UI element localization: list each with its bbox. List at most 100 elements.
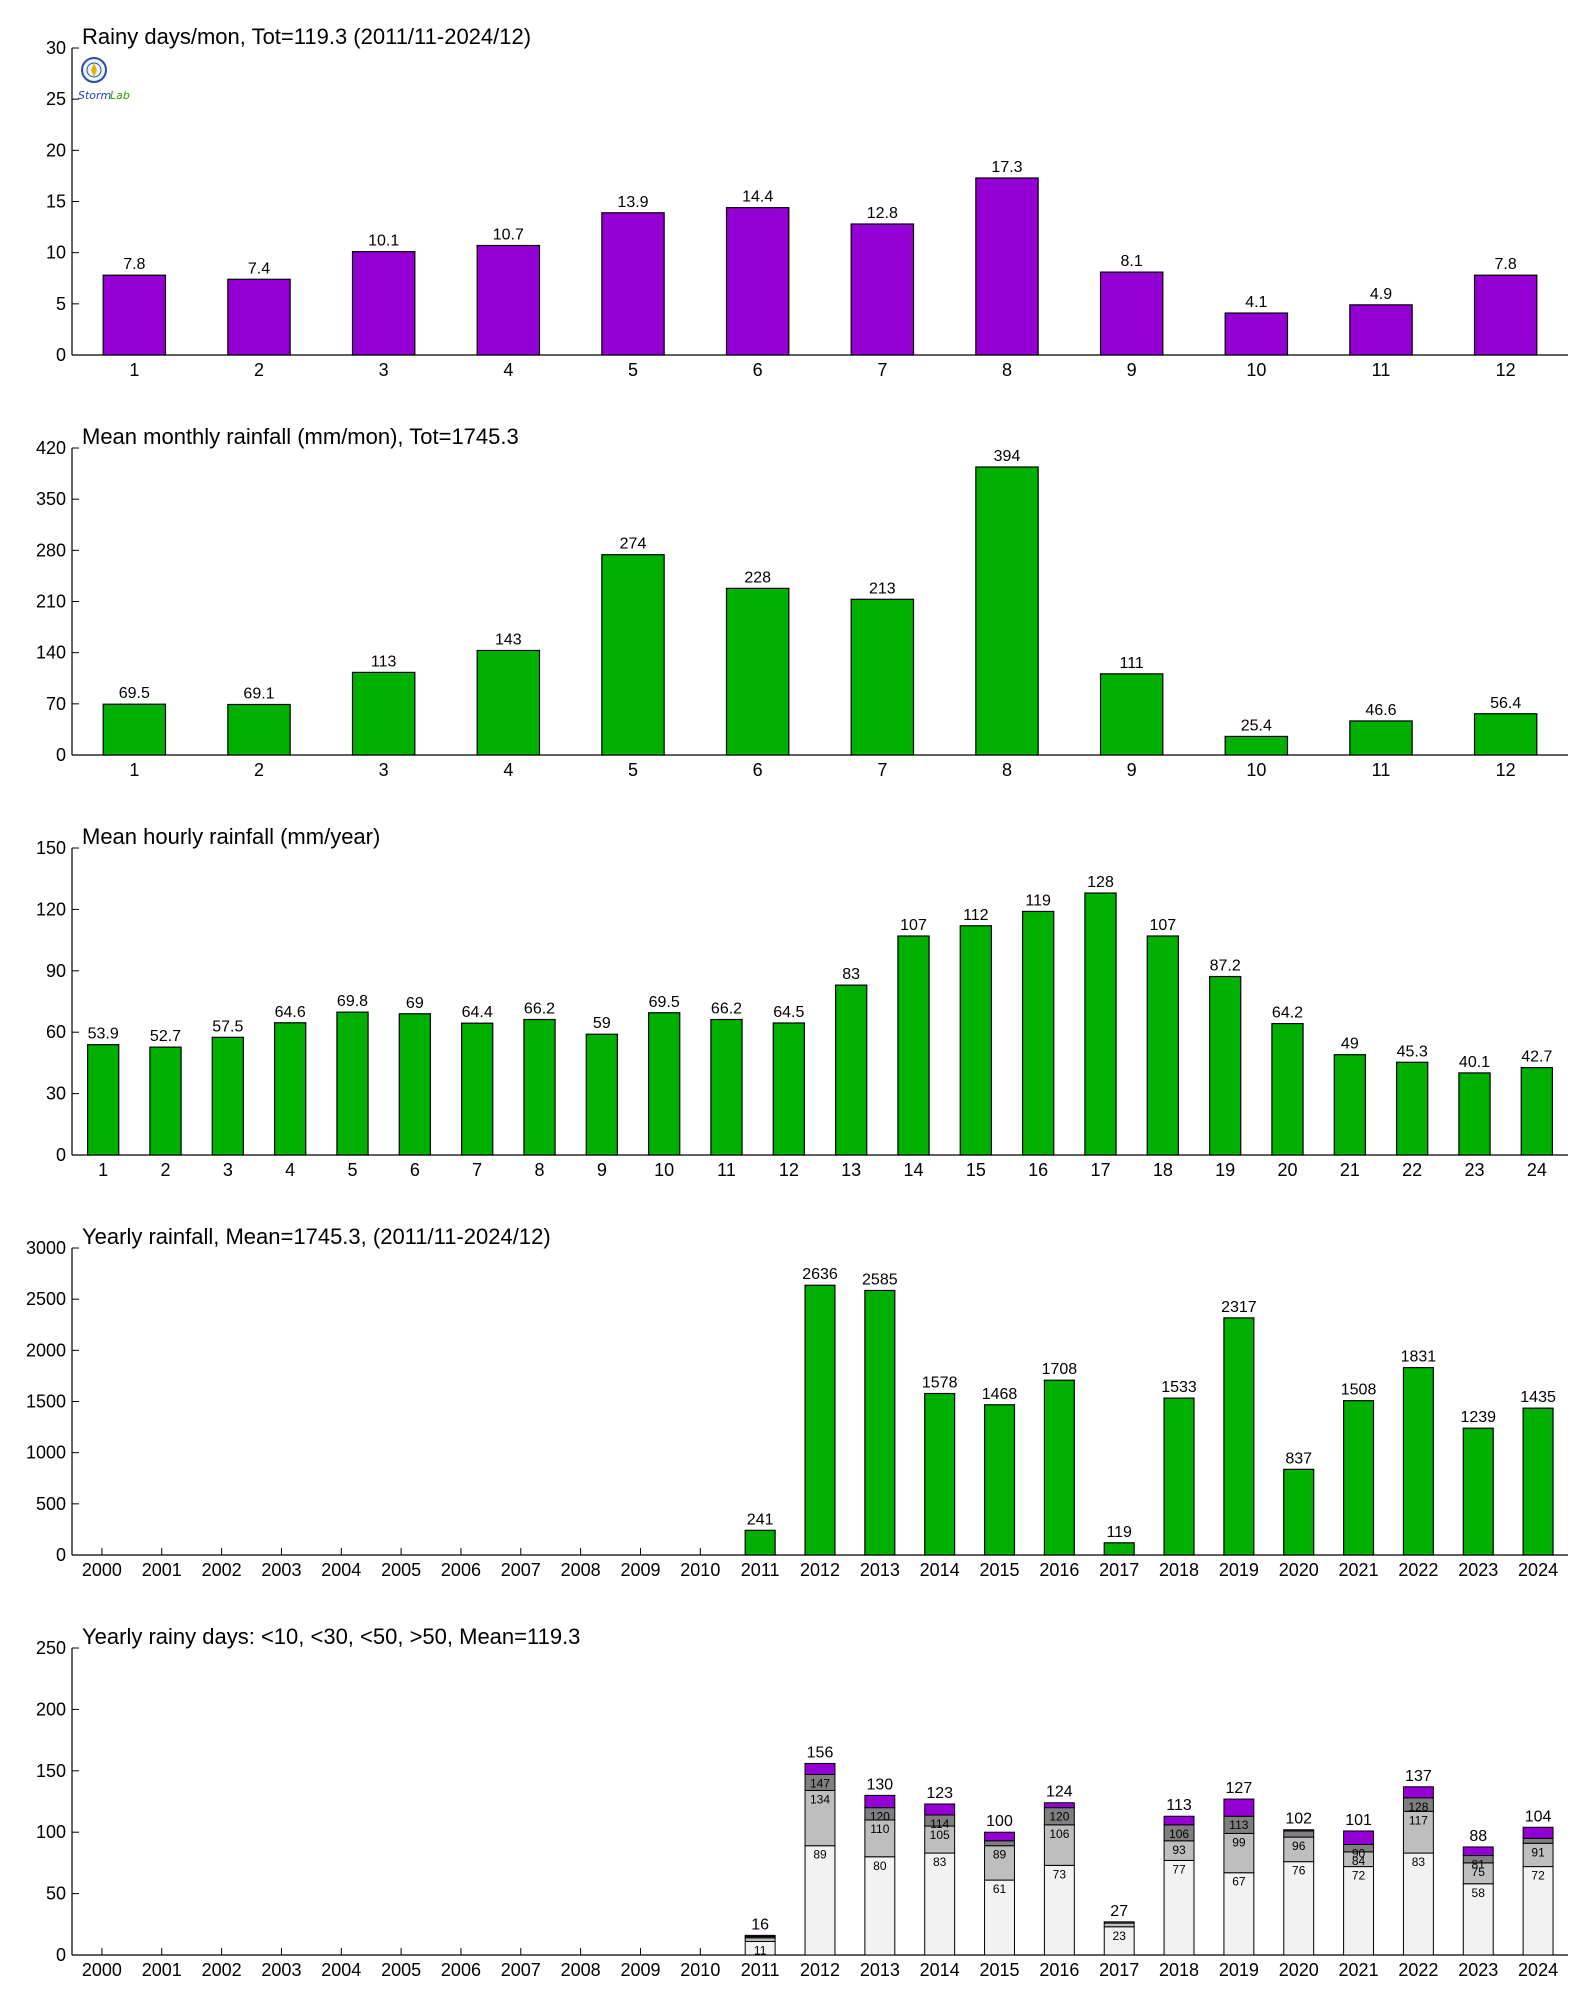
bar (523, 1018, 556, 1156)
x-tick-label: 2 (254, 360, 264, 380)
data-label: 7.4 (248, 260, 270, 277)
x-tick-label: 10 (654, 1160, 674, 1180)
stack-segment (924, 1803, 956, 1816)
x-tick-label: 14 (903, 1160, 923, 1180)
chart-title: Mean monthly rainfall (mm/mon), Tot=1745… (82, 424, 519, 449)
stack-segment (1043, 1824, 1075, 1866)
data-label: 107 (900, 917, 927, 934)
x-tick-label: 2015 (979, 1560, 1019, 1580)
bar (1084, 892, 1117, 1156)
bar (149, 1046, 182, 1156)
bar (897, 935, 930, 1156)
bar (1473, 713, 1538, 756)
bar (1163, 1397, 1195, 1556)
x-tick-label: 19 (1215, 1160, 1235, 1180)
data-label: 53.9 (88, 1026, 119, 1043)
x-tick-label: 2024 (1518, 1560, 1558, 1580)
y-tick-label: 200 (36, 1699, 66, 1719)
stack-segment (1223, 1798, 1255, 1817)
x-tick-label: 2023 (1458, 1960, 1498, 1980)
segment-label: 72 (1352, 1869, 1366, 1883)
data-label: 1508 (1341, 1382, 1377, 1399)
segment-label: 75 (1472, 1865, 1486, 1879)
x-tick-label: 8 (534, 1160, 544, 1180)
data-label: 228 (744, 569, 771, 586)
stack-segment (744, 1934, 776, 1938)
x-tick-label: 2006 (441, 1960, 481, 1980)
bar (725, 587, 790, 756)
total-label: 16 (751, 1916, 769, 1933)
x-tick-label: 2017 (1099, 1960, 1139, 1980)
x-tick-label: 2005 (381, 1560, 421, 1580)
data-label: 7.8 (1495, 256, 1517, 273)
stack-segment (804, 1762, 836, 1775)
segment-label: 93 (1172, 1843, 1186, 1857)
x-tick-label: 2010 (680, 1960, 720, 1980)
segment-label: 91 (1531, 1845, 1545, 1859)
x-tick-label: 9 (1127, 360, 1137, 380)
bar (351, 251, 416, 356)
stack-segment (984, 1879, 1015, 1956)
data-label: 59 (593, 1015, 611, 1032)
data-label: 1239 (1460, 1409, 1496, 1426)
bar (476, 649, 541, 756)
bar (1395, 1061, 1429, 1156)
bar (924, 1392, 956, 1556)
data-label: 274 (620, 536, 647, 553)
x-tick-label: 2018 (1159, 1960, 1199, 1980)
data-label: 143 (495, 631, 522, 648)
data-label: 45.3 (1397, 1043, 1428, 1060)
data-label: 128 (1087, 874, 1114, 891)
data-label: 2636 (802, 1266, 838, 1283)
stack-segment (1402, 1786, 1434, 1799)
y-tick-label: 210 (36, 592, 66, 612)
x-tick-label: 8 (1002, 360, 1012, 380)
total-label: 156 (807, 1744, 834, 1761)
data-label: 7.8 (123, 256, 145, 273)
bar (975, 466, 1039, 756)
segment-label: 89 (993, 1848, 1007, 1862)
x-tick-label: 22 (1402, 1160, 1422, 1180)
x-tick-label: 2009 (620, 1560, 660, 1580)
data-label: 25.4 (1241, 717, 1272, 734)
x-tick-label: 2016 (1039, 1960, 1079, 1980)
x-tick-label: 2014 (920, 1560, 960, 1580)
data-label: 83 (842, 966, 860, 983)
data-label: 1533 (1161, 1379, 1197, 1396)
bar (211, 1036, 245, 1156)
data-label: 2317 (1221, 1299, 1257, 1316)
bar (850, 223, 915, 356)
segment-label: 106 (1049, 1827, 1069, 1841)
x-tick-label: 2 (160, 1160, 170, 1180)
data-label: 52.7 (150, 1028, 181, 1045)
data-label: 241 (747, 1511, 774, 1528)
x-tick-label: 2012 (800, 1960, 840, 1980)
x-tick-label: 6 (753, 360, 763, 380)
x-tick-label: 2015 (979, 1960, 1019, 1980)
x-tick-label: 4 (503, 760, 513, 780)
bar (983, 1404, 1016, 1556)
bar (1349, 304, 1413, 356)
stack-segment (1103, 1926, 1135, 1956)
data-label: 49 (1341, 1036, 1359, 1053)
bar (1402, 1367, 1434, 1556)
stack-segment (1043, 1802, 1075, 1809)
segment-label: 84 (1352, 1854, 1366, 1868)
y-tick-label: 500 (36, 1494, 66, 1514)
data-label: 57.5 (212, 1018, 243, 1035)
data-label: 69 (406, 995, 424, 1012)
data-label: 69.8 (337, 993, 368, 1010)
y-tick-label: 420 (36, 438, 66, 458)
segment-label: 147 (810, 1776, 830, 1790)
stack-segment (1283, 1836, 1315, 1863)
total-label: 88 (1469, 1828, 1487, 1845)
x-tick-label: 23 (1464, 1160, 1484, 1180)
x-tick-label: 2023 (1458, 1560, 1498, 1580)
data-label: 69.5 (649, 994, 680, 1011)
y-tick-label: 150 (36, 838, 66, 858)
chart-panel-3: Mean hourly rainfall (mm/year)0306090120… (36, 824, 1568, 1180)
segment-label: 90 (1352, 1846, 1366, 1860)
y-tick-label: 30 (46, 1084, 66, 1104)
x-tick-label: 15 (966, 1160, 986, 1180)
